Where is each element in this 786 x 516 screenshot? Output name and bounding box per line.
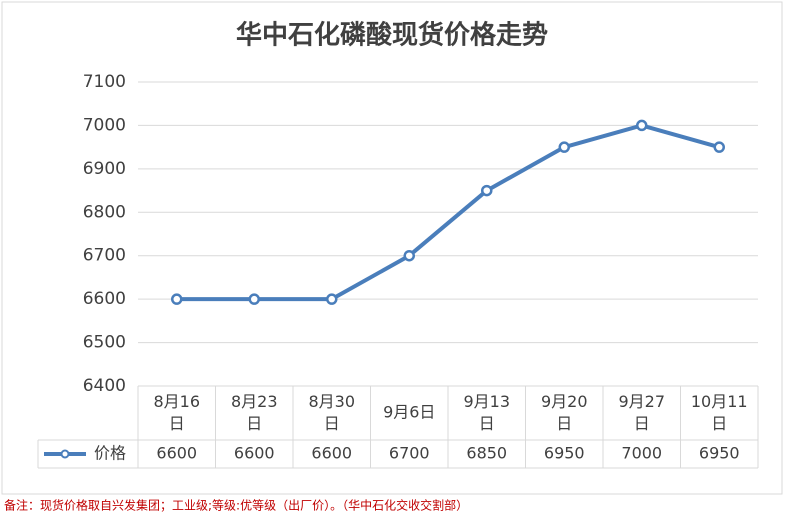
x-tick-label: 9月13 日	[463, 392, 510, 433]
point	[636, 119, 648, 132]
point	[481, 184, 493, 197]
line	[176, 123, 720, 302]
x-tick-label: 8月16 日	[153, 392, 200, 433]
table-value: 6950	[699, 444, 740, 463]
table-value: 6600	[234, 444, 275, 463]
x-tick-label: 8月30 日	[308, 392, 355, 433]
point	[558, 141, 570, 153]
y-tick-label: 6800	[83, 202, 126, 222]
footnote: 备注：现货价格取自兴发集团；工业级;等级:优等级（出厂价）。（华中石化交收交割部…	[4, 498, 468, 513]
chart-title: 华中石化磷酸现货价格走势	[236, 20, 548, 51]
legend-marker	[60, 449, 70, 459]
x-tick-label: 9月27 日	[618, 392, 665, 433]
chart-frame	[1, 1, 783, 495]
x-tick-label: 10月11 日	[691, 392, 748, 433]
table-value: 6600	[311, 444, 352, 463]
table-value: 7000	[621, 444, 662, 463]
x-tick-label: 9月6日	[383, 403, 435, 422]
y-tick-label: 7000	[83, 115, 126, 135]
table-value: 6600	[156, 444, 197, 463]
table-value: 6850	[466, 444, 507, 463]
point	[403, 249, 415, 262]
point	[713, 141, 725, 153]
table-value: 6950	[544, 444, 585, 463]
point	[248, 293, 260, 305]
point	[326, 293, 338, 305]
y-tick-label: 6600	[83, 289, 126, 309]
x-tick-label: 8月23 日	[231, 392, 278, 433]
y-tick-label: 6900	[83, 159, 126, 179]
table-value: 6700	[389, 444, 430, 463]
x-tick-label: 9月20 日	[541, 392, 588, 433]
y-tick-label: 6700	[83, 246, 126, 266]
y-tick-label: 6400	[83, 376, 126, 396]
y-tick-label: 7100	[83, 72, 126, 92]
legend-label: 价格	[94, 444, 126, 463]
point	[171, 293, 183, 305]
y-tick-label: 6500	[83, 333, 126, 353]
